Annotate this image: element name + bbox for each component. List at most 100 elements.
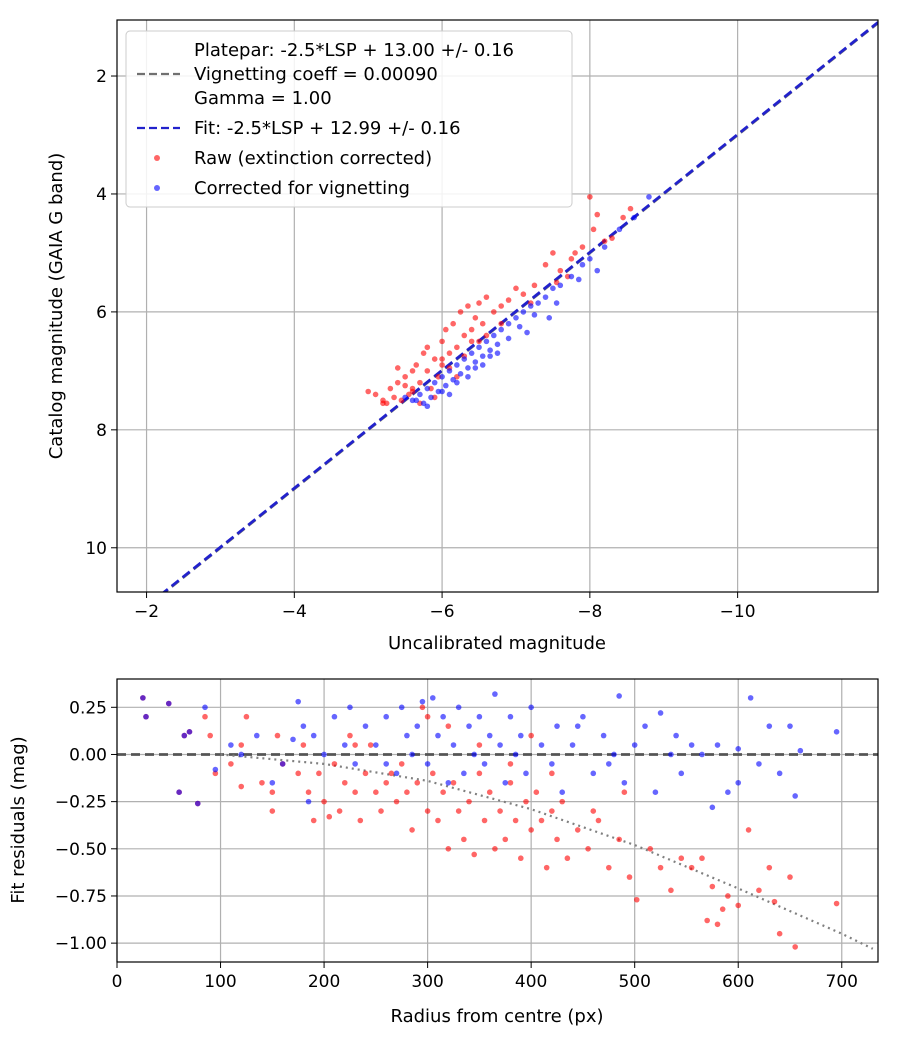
legend-raw-label: Raw (extinction corrected) [194,148,432,169]
corrected-point [673,732,679,739]
corrected-point [606,761,612,767]
y-tick-label: 0.25 [69,698,107,718]
corrected-point [594,267,601,274]
corrected-point [424,761,431,767]
x-tick-label: 0 [112,972,123,992]
raw-point [483,332,490,339]
bottom-plot-frame [116,678,879,963]
corrected-point [290,736,296,743]
bottom-x-ticks: 0 100 200 300 400 500 600 700 [112,962,858,992]
raw-point [466,798,472,805]
raw-point [274,732,281,739]
raw-point [321,798,327,805]
corrected-point [461,356,468,362]
raw-point [520,291,527,298]
legend-corrected-marker [154,185,160,191]
raw-point [439,338,445,345]
vignetting-model-line [220,753,874,950]
raw-point [590,226,597,233]
corrected-point [487,347,493,354]
corrected-point [776,770,783,777]
raw-point [394,379,401,386]
corrected-point [465,365,471,371]
raw-point [483,294,490,300]
raw-point [476,300,482,306]
x-tick-label: 600 [722,972,754,992]
corrected-point [714,742,721,748]
corrected-point [476,713,483,720]
raw-point [336,808,343,814]
raw-point [445,846,452,852]
corrected-point [455,704,462,711]
raw-point [517,855,524,862]
corrected-point [413,397,420,404]
corrected-point [446,368,453,374]
raw-point [450,779,457,786]
raw-point [594,211,601,218]
corrected-point [616,226,623,233]
raw-point [295,770,301,777]
y-tick-label: −1.00 [55,934,107,954]
raw-point [380,400,386,407]
raw-point [207,732,213,739]
raw-point [365,388,372,395]
corrected-point [383,761,389,767]
raw-point [587,194,593,200]
raw-point [446,350,453,356]
corrected-point [699,751,705,758]
corrected-point [419,698,426,705]
top-legend: Platepar: -2.5*LSP + 13.00 +/- 0.16 Vign… [125,30,573,208]
raw-point [461,332,468,339]
raw-point [776,930,783,937]
corrected-point [505,335,512,342]
raw-point [688,864,695,871]
corrected-point [546,314,553,321]
corrected-point [310,732,317,739]
raw-point [549,808,555,814]
raw-point [228,761,234,767]
raw-point [564,855,571,862]
corrected-point [466,723,472,729]
corrected-point [797,747,804,754]
raw-point [468,338,475,345]
raw-point [568,256,575,262]
raw-point [479,320,486,327]
top-raw-points [365,194,634,407]
raw-point [574,827,581,833]
raw-point [442,326,449,333]
corrected-point [471,751,478,758]
corrected-point [331,713,338,720]
corrected-point [428,394,434,401]
raw-point [476,770,483,777]
corrected-point [600,732,607,739]
corrected-point [279,761,286,767]
raw-point [616,836,622,843]
corrected-point [341,742,348,748]
corrected-point [766,723,773,729]
y-tick-label: −0.75 [55,887,107,907]
raw-point [620,214,626,221]
raw-point [678,855,685,862]
x-tick-label: 100 [204,972,236,992]
corrected-point [450,742,457,748]
raw-point [491,309,497,315]
corrected-point [253,732,260,739]
fit-line [162,21,878,592]
raw-point [719,906,726,912]
raw-point [714,921,721,928]
raw-point [362,770,369,777]
corrected-point [642,723,648,729]
corrected-point [479,353,486,359]
corrected-point [520,309,527,315]
corrected-point [238,751,245,758]
corrected-point [481,761,488,767]
raw-point [595,817,602,824]
raw-point [505,297,512,303]
raw-point [414,779,421,786]
corrected-point [181,732,188,739]
raw-point [507,761,514,767]
raw-point [756,887,762,894]
raw-point [398,761,405,767]
corrected-point [212,766,219,773]
corrected-point [417,391,423,398]
